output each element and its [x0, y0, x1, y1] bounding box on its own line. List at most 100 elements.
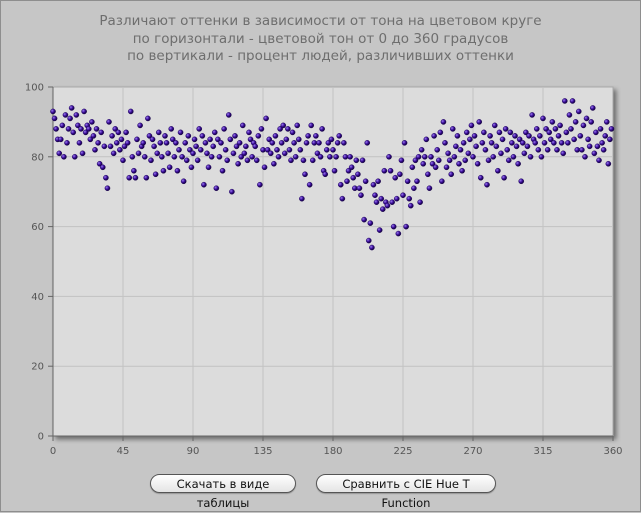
data-point-0-314: [538, 153, 545, 160]
data-point-0-48: [124, 140, 131, 146]
data-point-0-93: [194, 157, 201, 164]
data-point-0-344: [585, 136, 591, 143]
data-point-0-219: [390, 223, 397, 230]
data-point-0-95: [197, 147, 204, 153]
data-point-0-65: [151, 143, 157, 150]
data-point-0-66: [152, 171, 159, 178]
data-point-0-240: [423, 136, 430, 143]
data-point-0-274: [476, 119, 483, 125]
data-point-0-198: [358, 192, 364, 198]
data-point-0-98: [202, 140, 209, 146]
data-point-0-120: [236, 140, 243, 146]
data-point-0-38: [109, 133, 115, 139]
data-point-0-74: [165, 150, 171, 157]
data-point-0-333: [568, 126, 574, 132]
data-point-0-197: [356, 185, 363, 192]
data-point-0-77: [169, 136, 176, 143]
data-point-0-44: [118, 136, 125, 143]
data-point-0-31: [98, 129, 105, 136]
data-point-0-4: [56, 150, 63, 157]
data-point-0-171: [316, 140, 322, 146]
data-point-0-348: [591, 150, 598, 157]
data-point-0-291: [502, 126, 509, 132]
data-point-0-259: [453, 143, 459, 150]
data-point-0-303: [521, 150, 528, 157]
data-point-0-135: [260, 147, 266, 153]
data-point-0-153: [288, 157, 294, 164]
data-point-0-273: [474, 160, 481, 167]
data-point-0-134: [258, 126, 265, 132]
data-point-0-327: [558, 140, 565, 146]
x-tick-label-4: 180: [323, 446, 342, 457]
data-point-0-350: [594, 143, 601, 150]
compare-cie-button[interactable]: Сравнить с CIE Hue T Function: [316, 474, 496, 510]
data-point-0-170: [314, 150, 321, 157]
data-point-0-310: [532, 140, 539, 146]
data-point-0-270: [470, 153, 476, 160]
data-point-0-96: [199, 133, 206, 139]
data-point-0-101: [207, 136, 213, 143]
data-point-0-87: [185, 133, 192, 139]
data-point-0-319: [546, 129, 553, 136]
data-point-0-1: [51, 115, 58, 122]
data-point-0-211: [378, 195, 385, 202]
data-point-0-36: [106, 119, 112, 125]
data-point-0-46: [121, 143, 128, 150]
data-point-0-353: [599, 140, 605, 146]
data-point-0-215: [384, 202, 391, 209]
data-point-0-209: [375, 178, 381, 185]
data-point-0-24: [87, 136, 94, 143]
data-point-0-355: [602, 133, 609, 139]
data-point-0-334: [569, 98, 576, 104]
download-table-button[interactable]: Скачать в виде таблицы: [150, 474, 296, 510]
data-point-0-210: [376, 227, 383, 233]
data-point-0-10: [65, 126, 72, 132]
data-point-0-146: [277, 126, 283, 132]
data-point-0-320: [547, 136, 554, 143]
data-point-0-329: [561, 98, 568, 104]
data-point-0-37: [107, 143, 114, 150]
data-point-0-84: [180, 178, 187, 185]
x-tick-label-0: 0: [50, 446, 56, 457]
data-point-0-47: [123, 129, 129, 136]
data-point-0-27: [92, 147, 98, 153]
x-tick-label-2: 90: [187, 446, 200, 457]
data-point-0-347: [589, 105, 596, 111]
x-tick-label-6: 270: [463, 446, 482, 457]
data-point-0-114: [227, 136, 234, 143]
data-point-0-289: [499, 136, 506, 143]
data-point-0-317: [543, 126, 549, 132]
data-point-0-28: [93, 126, 100, 132]
data-point-0-90: [190, 150, 196, 157]
data-point-0-216: [386, 153, 392, 160]
data-point-0-133: [257, 181, 263, 188]
data-point-0-25: [89, 119, 95, 125]
data-point-0-60: [143, 174, 150, 181]
data-point-0-323: [552, 126, 559, 132]
data-point-0-285: [493, 143, 500, 150]
data-point-0-148: [280, 122, 287, 129]
data-point-0-51: [129, 153, 136, 160]
data-point-0-180: [330, 147, 336, 153]
data-point-0-222: [395, 230, 402, 237]
data-point-0-300: [516, 136, 523, 143]
data-point-0-70: [159, 153, 165, 160]
data-point-0-280: [485, 157, 492, 164]
data-point-0-326: [557, 122, 563, 129]
data-point-0-288: [498, 150, 504, 157]
data-point-0-244: [429, 160, 436, 167]
data-point-0-72: [162, 133, 168, 139]
data-point-0-59: [141, 153, 148, 160]
chart-title-line-1: Различают оттенки в зависимости от тона …: [99, 13, 542, 29]
data-point-0-88: [187, 147, 193, 153]
data-point-0-278: [482, 147, 489, 153]
data-point-0-315: [540, 115, 546, 122]
data-point-0-255: [446, 157, 453, 164]
data-point-0-89: [188, 164, 195, 171]
data-point-0-157: [294, 122, 301, 129]
data-point-0-131: [253, 157, 260, 164]
data-point-0-61: [145, 115, 151, 122]
data-point-0-294: [507, 129, 514, 136]
data-point-0-102: [208, 153, 215, 160]
